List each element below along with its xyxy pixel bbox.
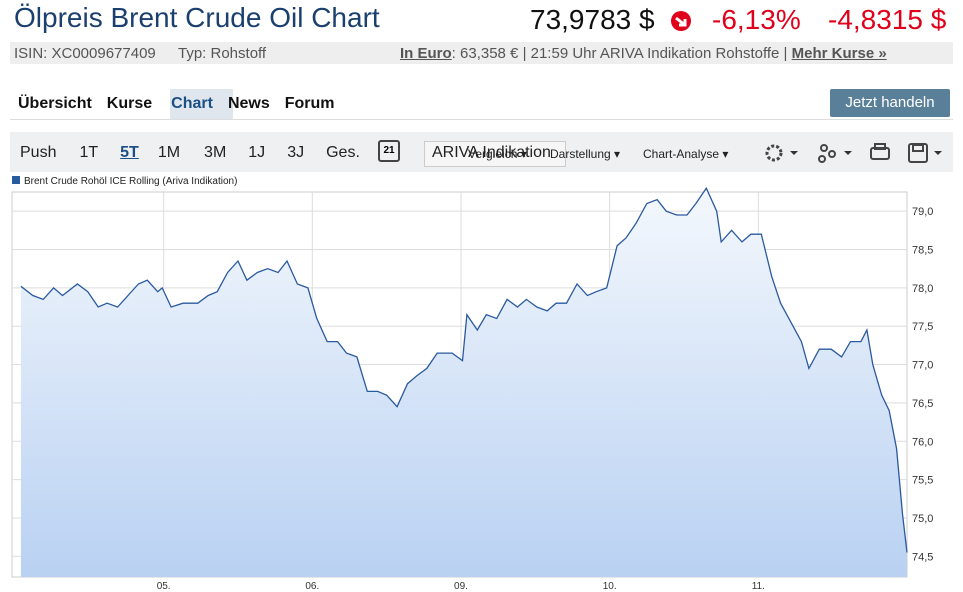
y-tick-label: 78,5 (912, 245, 933, 257)
line (20, 186, 908, 553)
down-icon (671, 11, 691, 31)
legend-swatch (12, 176, 20, 184)
period[interactable]: 1T (79, 144, 99, 161)
price: 73,9783 $ (530, 4, 655, 35)
period[interactable]: 5T (120, 144, 139, 161)
page-title: Ölpreis Brent Crude Oil Chart (14, 2, 380, 33)
y-tick-label: 79,0 (912, 206, 933, 218)
source-box[interactable] (424, 141, 566, 167)
compare-label: Vergleich (468, 147, 518, 161)
periods: Push 1T 5T 1M 3M 1J 3J Ges. (20, 144, 360, 162)
period[interactable]: 3M (204, 144, 227, 161)
y-tick-label: 74,5 (912, 551, 933, 563)
display-label: Darstellung (550, 147, 611, 161)
tab[interactable]: Übersicht (18, 95, 92, 112)
euro-info: : 63,358 € | 21:59 Uhr ARIVA Indikation … (451, 45, 788, 62)
period[interactable]: Ges. (326, 144, 360, 161)
x-tick-label: 05. (157, 581, 171, 592)
source: ARIVA Indikation (432, 144, 551, 161)
tab[interactable]: Chart (171, 95, 213, 112)
x-tick-label: 10. (603, 581, 617, 592)
tab[interactable]: Kurse (106, 95, 153, 112)
isin: ISIN: XC0009677409 (14, 45, 156, 62)
period[interactable]: 3J (287, 144, 305, 161)
x-tick-label: 11. (752, 581, 765, 592)
tab-line (10, 119, 953, 120)
x-tick-label: 09. (454, 581, 468, 592)
period[interactable]: Push (20, 144, 57, 161)
active-tab-bg (170, 89, 233, 119)
tabs: Übersicht Kurse Chart News Forum (18, 95, 350, 113)
legend-label: Brent Crude Rohöl ICE Rolling (Ariva Ind… (24, 176, 237, 187)
period[interactable]: 1M (157, 144, 181, 161)
change-percent: -6,13% (712, 4, 801, 35)
subheader-bar (10, 42, 953, 64)
tab[interactable]: News (227, 95, 270, 112)
area (20, 188, 907, 577)
more-link[interactable]: Mehr Kurse » (791, 45, 887, 62)
compare[interactable]: Vergleich ▾ (468, 147, 527, 161)
y-tick-label: 76,5 (912, 398, 933, 410)
calendar[interactable]: 21 (378, 140, 400, 162)
analysis-label: Chart-Analyse (643, 147, 720, 161)
y-tick-label: 75,0 (912, 513, 933, 525)
x-tick-label: 06. (305, 581, 319, 592)
y-tick-label: 77,0 (912, 360, 933, 372)
display[interactable]: Darstellung ▾ (550, 147, 621, 161)
y-tick-label: 78,0 (912, 283, 933, 295)
tool-icons (765, 143, 942, 163)
trade-button[interactable]: Jetzt handeln (830, 89, 950, 117)
y-tick-label: 75,5 (912, 475, 933, 487)
analysis[interactable]: Chart-Analyse ▾ (643, 147, 729, 161)
y-tick-label: 76,0 (912, 436, 933, 448)
type: Typ: Rohstoff (178, 45, 267, 62)
y-tick-label: 77,5 (912, 321, 933, 333)
change-abs: -4,8315 $ (828, 4, 947, 35)
tab[interactable]: Forum (284, 95, 335, 112)
period[interactable]: 1J (248, 144, 266, 161)
euro-link[interactable]: In Euro (400, 45, 452, 62)
